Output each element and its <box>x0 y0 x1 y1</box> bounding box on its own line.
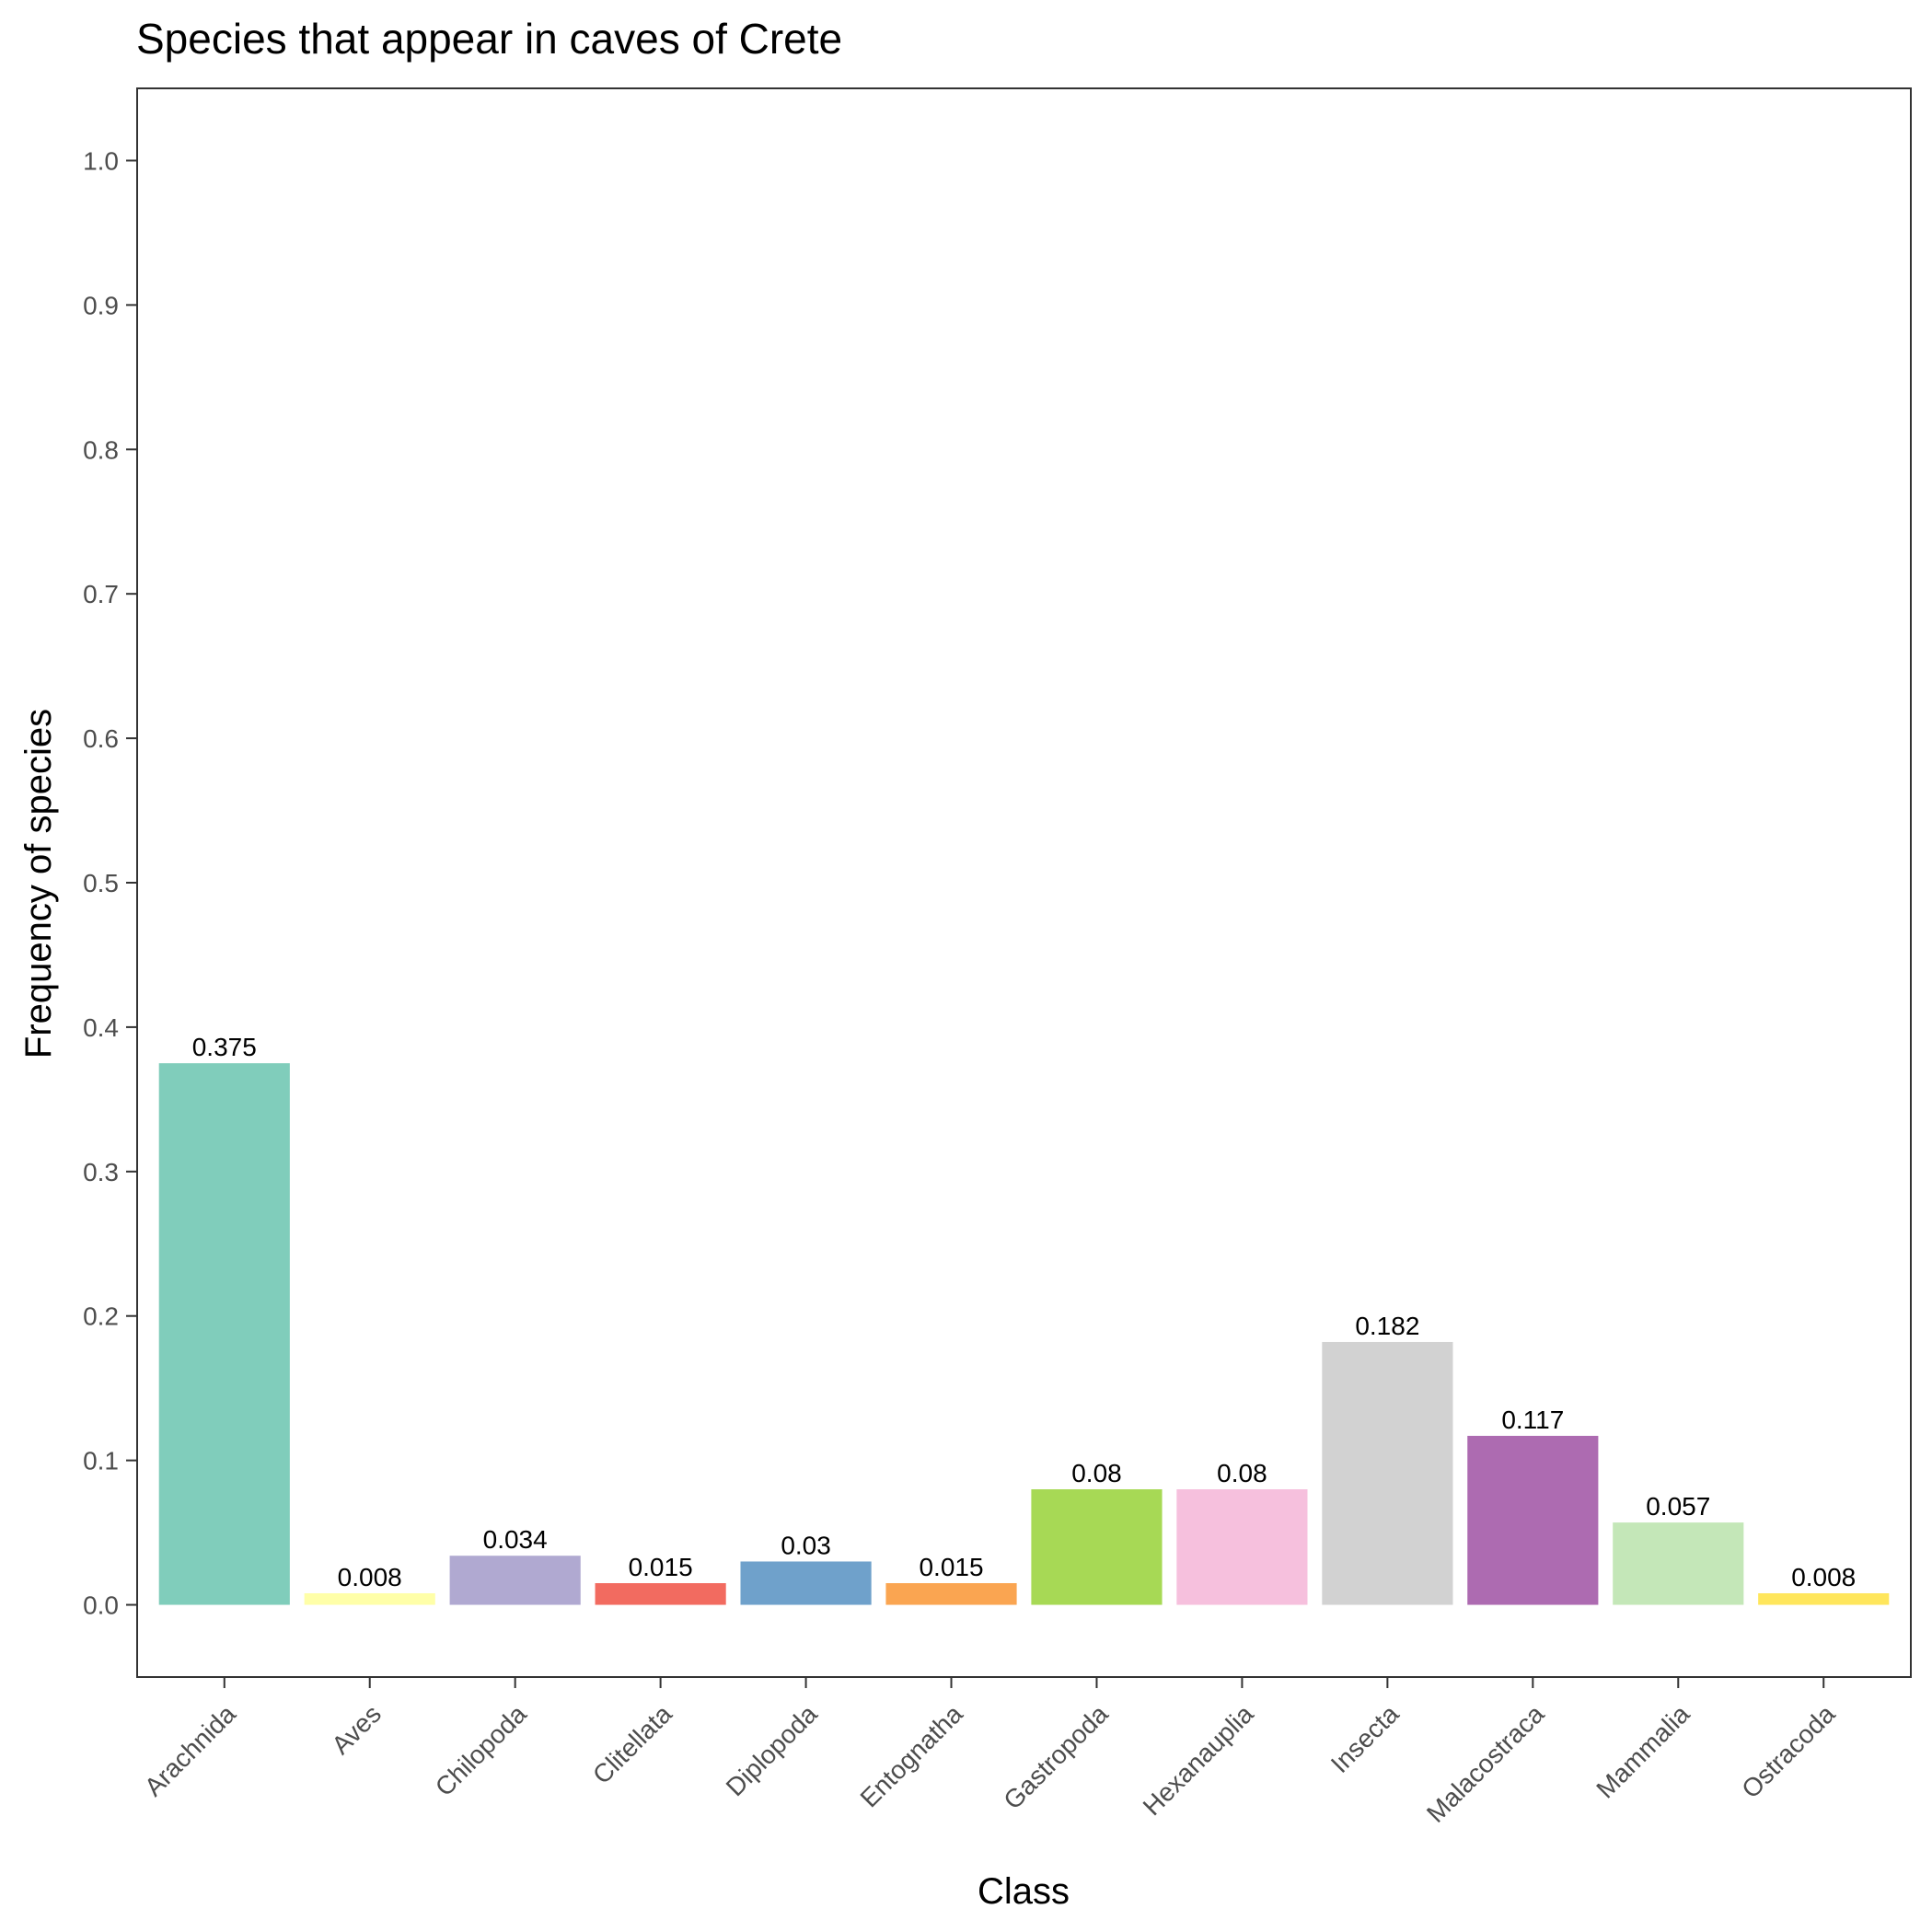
x-tick-label-chilopoda: Chilopoda <box>430 1699 532 1801</box>
x-tick-label-insecta: Insecta <box>1325 1699 1405 1778</box>
data-label-malacostraca: 0.117 <box>1501 1406 1564 1434</box>
data-labels-layer: 0.375 0.008 0.034 0.015 0.03 0.015 0.08 0.08 0.1… <box>192 1033 1857 1591</box>
bar-insecta <box>1322 1341 1453 1605</box>
y-tick-label: 0.9 <box>83 291 119 319</box>
bar-gastropoda <box>1031 1489 1163 1605</box>
bar-mammalia <box>1613 1522 1744 1605</box>
data-label-arachnida: 0.375 <box>192 1033 257 1061</box>
data-label-entognatha: 0.015 <box>919 1553 983 1581</box>
bar-chilopoda <box>449 1556 581 1605</box>
bar-arachnida <box>158 1063 290 1605</box>
y-tick-label: 0.1 <box>83 1447 119 1475</box>
data-label-diplopoda: 0.03 <box>781 1531 831 1559</box>
data-label-chilopoda: 0.034 <box>483 1525 548 1554</box>
y-tick-label: 0.0 <box>83 1591 119 1620</box>
y-axis: 0.0 0.1 0.2 0.3 0.4 0.5 0.6 0.7 0.8 0.9 1.0 <box>83 146 137 1620</box>
bar-diplopoda <box>740 1561 872 1605</box>
plot-panel-border <box>136 87 1912 1678</box>
y-axis-title: Frequency of species <box>18 709 59 1059</box>
x-tick-label-ostracoda: Ostracoda <box>1736 1699 1841 1804</box>
data-label-insecta: 0.182 <box>1355 1312 1419 1340</box>
x-tick-label-malacostraca: Malacostraca <box>1421 1699 1550 1828</box>
y-tick-label: 0.2 <box>83 1302 119 1331</box>
y-tick-label: 0.4 <box>83 1013 119 1042</box>
x-tick-label-diplopoda: Diplopoda <box>721 1699 823 1801</box>
data-label-ostracoda: 0.008 <box>1791 1563 1856 1591</box>
y-tick-label: 0.7 <box>83 580 119 608</box>
y-tick-label: 0.8 <box>83 435 119 464</box>
x-tick-label-arachnida: Arachnida <box>139 1699 241 1801</box>
bar-hexanauplia <box>1176 1489 1308 1605</box>
x-axis-title: Class <box>978 1871 1070 1912</box>
x-tick-label-gastropoda: Gastropoda <box>998 1699 1114 1815</box>
y-tick-label: 0.3 <box>83 1158 119 1186</box>
x-tick-label-aves: Aves <box>326 1699 387 1760</box>
chart-title: Species that appear in caves of Crete <box>136 15 842 63</box>
y-tick-label: 1.0 <box>83 146 119 175</box>
bar-entognatha <box>885 1583 1017 1605</box>
x-tick-label-clitellata: Clitellata <box>587 1699 677 1789</box>
bars-layer <box>158 1063 1890 1605</box>
data-label-hexanauplia: 0.08 <box>1217 1459 1267 1487</box>
y-tick-label: 0.5 <box>83 869 119 897</box>
data-label-mammalia: 0.057 <box>1646 1492 1710 1521</box>
x-tick-label-entognatha: Entognatha <box>855 1699 969 1813</box>
x-axis: Arachnida Aves Chilopoda Clitellata Diplopod… <box>139 1677 1841 1828</box>
data-label-clitellata: 0.015 <box>629 1553 693 1581</box>
x-tick-label-hexanauplia: Hexanauplia <box>1138 1699 1259 1821</box>
bar-ostracoda <box>1758 1592 1890 1605</box>
bar-clitellata <box>595 1583 726 1605</box>
bar-aves <box>304 1592 435 1605</box>
data-label-gastropoda: 0.08 <box>1071 1459 1122 1487</box>
bar-malacostraca <box>1467 1435 1599 1605</box>
x-tick-label-mammalia: Mammalia <box>1591 1699 1695 1804</box>
y-tick-label: 0.6 <box>83 724 119 753</box>
data-label-aves: 0.008 <box>338 1563 402 1591</box>
